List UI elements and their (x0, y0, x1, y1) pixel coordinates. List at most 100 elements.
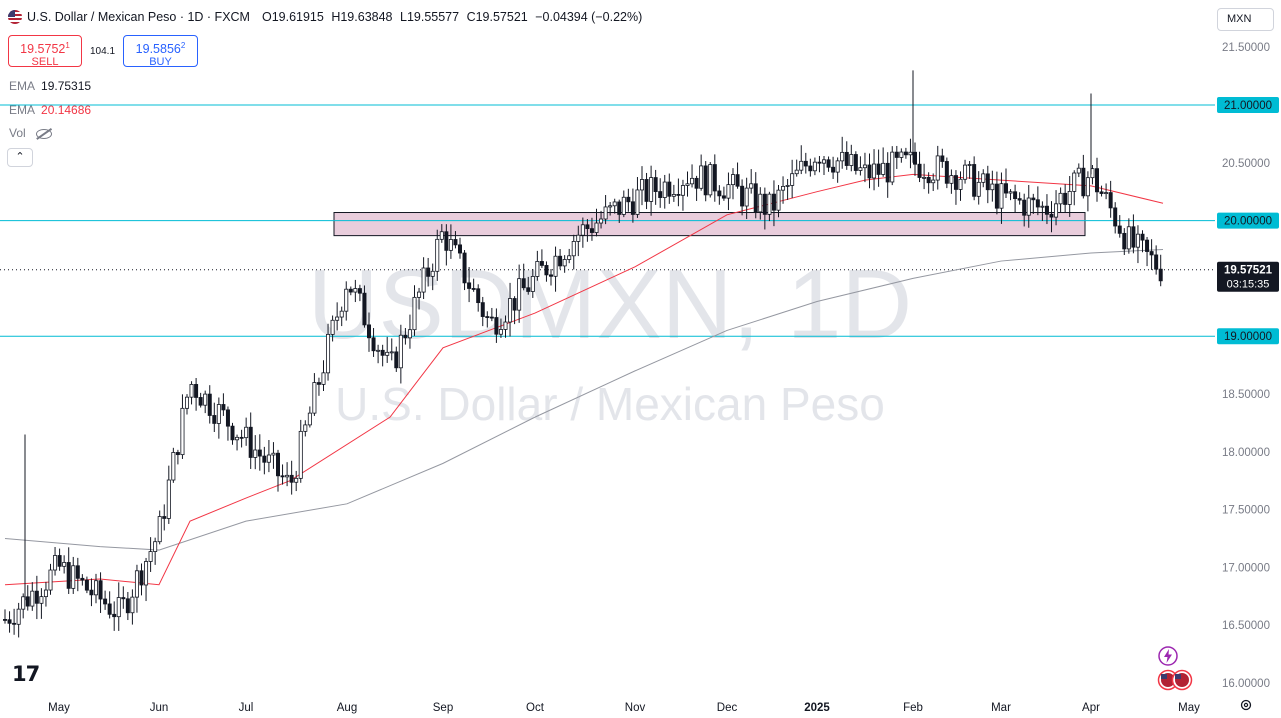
candle (990, 170, 995, 202)
candle (539, 249, 544, 268)
current-price-tag[interactable] (1217, 261, 1279, 292)
time-tick-label: Jun (150, 702, 169, 714)
candle (1035, 186, 1040, 216)
candle (203, 390, 208, 414)
economic-events-flags-icon[interactable] (1156, 669, 1196, 691)
ema-lines (4, 173, 1164, 586)
candle (312, 373, 317, 416)
candle (844, 141, 849, 170)
ema-fast-legend[interactable]: EMA 19.75315 (9, 79, 91, 93)
candle (585, 218, 590, 242)
candle (794, 159, 799, 177)
time-tick-label: Oct (526, 702, 545, 714)
hidden-eye-icon[interactable] (35, 128, 52, 139)
bolt-icon[interactable] (1157, 645, 1179, 667)
candle (84, 576, 89, 594)
candle (103, 590, 108, 610)
symbol-description[interactable]: U.S. Dollar / Mexican Peso · 1D · FXCM (27, 10, 250, 24)
candle (7, 611, 12, 633)
high-label: H (331, 10, 341, 24)
tradingview-logo[interactable]: 17 (12, 662, 40, 686)
candle (867, 153, 872, 189)
candle (435, 229, 440, 281)
candle (371, 328, 376, 357)
candle (908, 138, 913, 169)
candle (976, 171, 981, 205)
price-level-tag[interactable] (1217, 328, 1279, 345)
candle (353, 279, 358, 303)
candle (972, 156, 977, 201)
candle (43, 581, 48, 607)
horizontal-levels[interactable] (0, 104, 1215, 337)
buy-price-pip: 2 (180, 41, 186, 50)
candle (57, 548, 62, 571)
candle (1058, 187, 1063, 213)
time-axis[interactable]: May Jun Jul Aug Sep Oct Nov Dec 2025 Feb Mar Apr May (48, 702, 1200, 714)
candle (426, 257, 431, 287)
candle (139, 563, 144, 596)
candle (385, 336, 390, 363)
candle (712, 154, 717, 202)
candle (767, 191, 772, 222)
candle (75, 557, 80, 592)
candle (403, 328, 408, 345)
candle (48, 563, 53, 595)
sell-button[interactable]: 19.57521 SELL (8, 35, 82, 69)
candle (922, 163, 927, 190)
candle (549, 269, 554, 286)
sell-price-pip: 1 (65, 41, 70, 50)
gear-icon[interactable] (1239, 698, 1253, 712)
buy-button[interactable]: 19.58562 BUY (123, 35, 198, 68)
candle (398, 324, 403, 384)
candle (899, 148, 904, 163)
candle (680, 179, 685, 211)
low-label: L (399, 10, 407, 24)
candle (412, 285, 417, 336)
candle (421, 257, 426, 300)
time-tick-label: Nov (625, 702, 646, 714)
candle (362, 285, 367, 328)
candle (599, 210, 604, 229)
candle (985, 165, 990, 204)
price-level-tag[interactable] (1217, 97, 1279, 113)
price-axis[interactable]: 21.5000021.0000020.5000020.0000019.50000… (1217, 42, 1279, 690)
candle (721, 186, 726, 201)
candle (862, 152, 867, 183)
currency-selector[interactable]: MXN (1217, 8, 1274, 31)
candle (1013, 184, 1018, 213)
ema-slow-legend[interactable]: EMA 20.14686 (9, 103, 91, 117)
candle (121, 586, 126, 609)
chart-legend-header: U.S. Dollar / Mexican Peso · 1D · FXCM O… (8, 10, 642, 24)
resistance-zone[interactable] (333, 212, 1086, 237)
volume-legend[interactable]: Vol (9, 126, 52, 140)
candle (462, 250, 467, 291)
buy-price: 19.5856 (135, 42, 181, 57)
candle (953, 170, 958, 205)
candle (508, 282, 513, 337)
candle (703, 161, 708, 202)
price-level-tag[interactable] (1217, 212, 1279, 229)
candle (494, 308, 499, 343)
candle (430, 263, 435, 291)
candle (740, 179, 745, 216)
candle (963, 159, 968, 184)
candle (407, 314, 412, 349)
sell-label: SELL (31, 56, 59, 69)
candle (535, 250, 540, 281)
candle (872, 149, 877, 191)
candle (417, 287, 422, 310)
collapse-legend-button[interactable]: ⌃ (7, 148, 33, 167)
candle (489, 307, 494, 322)
resistance-zone-rect[interactable] (333, 212, 1086, 237)
candle (1145, 236, 1150, 267)
candle (694, 175, 699, 201)
candle (817, 156, 822, 173)
usd-mxn-flag-icon (8, 10, 22, 24)
time-tick-label: Apr (1082, 702, 1100, 714)
candle (1113, 202, 1118, 234)
candle (571, 234, 576, 270)
candle (981, 169, 986, 188)
candle (1049, 201, 1054, 233)
candle (471, 278, 476, 292)
